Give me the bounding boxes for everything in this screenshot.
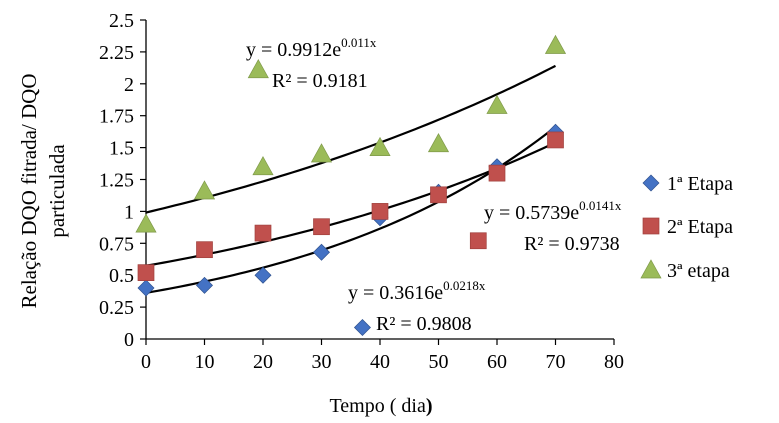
trendline-series-1: [145, 125, 557, 294]
data-point-series-3: [310, 143, 333, 163]
data-point-series-3: [135, 213, 157, 233]
equation-base: y = 0.5739e: [484, 202, 579, 224]
legend-marker-series-1: [642, 174, 660, 192]
data-point-series-3: [369, 136, 391, 156]
x-tick-label: 0: [141, 351, 151, 373]
x-axis-label-paren: ): [426, 395, 433, 417]
x-tick-label: 70: [546, 351, 566, 373]
data-point-series-3: [252, 156, 274, 176]
r-squared-series-3: R² = 0.9181: [272, 70, 368, 92]
y-axis-label-line-2: particulada: [45, 144, 69, 238]
trendlines: [145, 64, 557, 294]
y-tick-label: 2: [124, 74, 134, 96]
data-point-series-2: [196, 241, 213, 259]
y-tick-label: 0.25: [99, 297, 134, 319]
trendline-equation-series-3: y = 0.9912e0.011x: [246, 35, 377, 61]
equation-exponent: 0.0141x: [579, 198, 622, 213]
y-tick-label: 2.5: [109, 10, 134, 32]
data-point-series-1: [313, 243, 330, 261]
x-tick-label: 60: [487, 351, 507, 373]
data-point-series-2: [430, 186, 447, 204]
data-point-series-1: [254, 266, 272, 284]
y-tick-label: 2.25: [99, 42, 134, 64]
x-axis-label: Tempo ( dia): [329, 395, 432, 417]
legend-marker-series-2: [642, 217, 660, 235]
y-tick-label: 0.75: [99, 233, 134, 255]
legend-marker-series-3: [640, 259, 662, 279]
data-markers: [135, 34, 567, 337]
trendline-series-2: [145, 141, 556, 267]
legend: 1ª Etapa 2ª Etapa 3ª etapa: [640, 173, 733, 282]
annotation-marker: [469, 232, 487, 250]
trendline-annotations: y = 0.3616e0.0218x R² = 0.9808 y = 0.5739e…: [246, 35, 622, 335]
chart-axes: 0 10 20 30 40 50 60 70 80 0 0.25 0.5 0.75 1 1.25 1.5 1.7…: [99, 10, 624, 373]
trendline-series-3: [145, 64, 557, 214]
y-axis-label-line-1: Relação DQO fitrada/ DQO: [17, 74, 41, 309]
data-point-series-2: [313, 218, 330, 236]
y-tick-label: 1.75: [99, 106, 134, 128]
r-squared-series-2: R² = 0.9738: [524, 233, 620, 255]
data-point-series-1: [137, 279, 155, 297]
x-tick-label: 20: [253, 351, 273, 373]
data-point-series-3: [486, 94, 508, 114]
equation-base: y = 0.9912e: [246, 39, 341, 61]
y-tick-label: 1.5: [109, 138, 134, 160]
legend-label-series-1: 1ª Etapa: [667, 173, 733, 195]
y-tick-label: 1: [124, 201, 134, 223]
legend-label-series-2: 2ª Etapa: [667, 216, 733, 238]
equation-exponent: 0.011x: [341, 35, 377, 50]
equation-base: y = 0.3616e: [348, 282, 443, 304]
y-tick-label: 1.25: [99, 170, 134, 192]
legend-label-series-3: 3ª etapa: [667, 260, 730, 282]
equation-exponent: 0.0218x: [443, 278, 486, 293]
data-point-series-2: [488, 164, 506, 182]
data-point-series-2: [137, 264, 155, 281]
x-tick-label: 30: [312, 351, 332, 373]
annotation-marker: [353, 319, 371, 337]
r-squared-series-1: R² = 0.9808: [376, 313, 472, 335]
y-tick-label: 0.5: [109, 265, 134, 287]
x-tick-label: 50: [429, 351, 449, 373]
y-tick-label: 0: [124, 329, 134, 351]
x-tick-label: 10: [195, 351, 215, 373]
trendline-equation-series-1: y = 0.3616e0.0218x: [348, 278, 486, 304]
x-tick-label: 80: [604, 351, 624, 373]
x-tick-label: 40: [370, 351, 390, 373]
annotation-marker: [247, 59, 269, 79]
data-point-series-3: [427, 133, 450, 153]
trendline-equation-series-2: y = 0.5739e0.0141x: [484, 198, 622, 224]
data-point-series-2: [547, 131, 564, 149]
data-point-series-1: [196, 276, 213, 294]
data-point-series-3: [193, 180, 216, 200]
x-axis-label-main: Tempo ( dia: [329, 395, 425, 417]
data-point-series-2: [254, 224, 272, 242]
data-point-series-2: [371, 203, 389, 220]
data-point-series-3: [544, 34, 567, 54]
